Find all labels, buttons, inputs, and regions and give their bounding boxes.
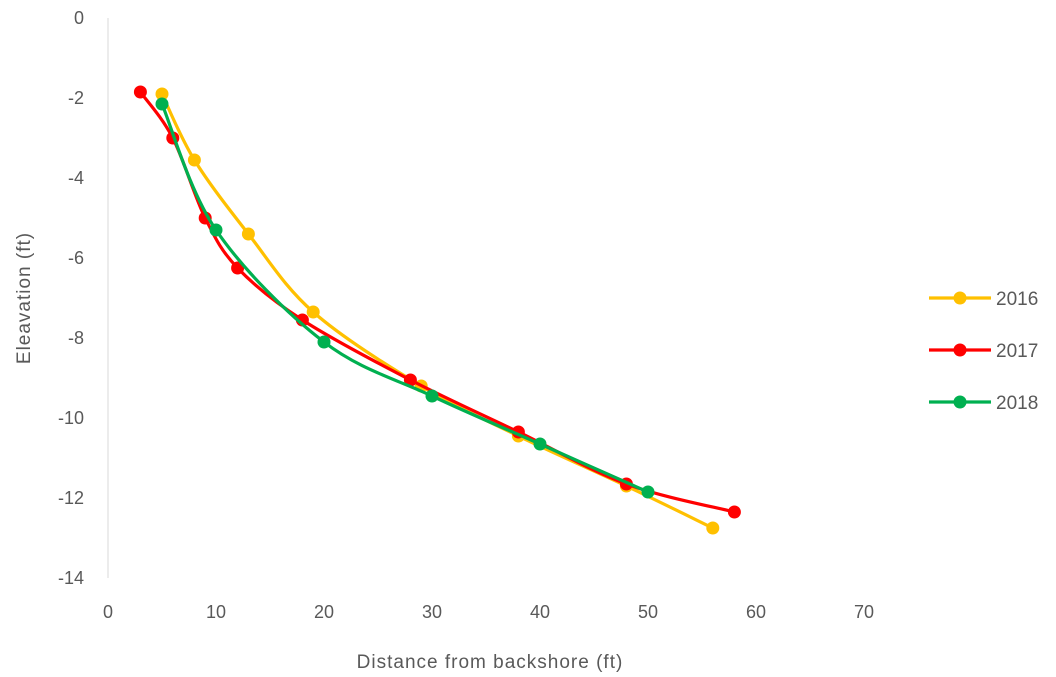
series-2017	[133, 85, 741, 519]
series-2016	[155, 87, 720, 535]
series-line-2016	[160, 92, 715, 530]
data-point-2018	[533, 437, 547, 451]
legend-item-2016: 2016	[929, 289, 1038, 310]
x-tick-label: 40	[530, 602, 550, 622]
legend-swatch-marker	[953, 395, 967, 409]
legend-swatch-marker	[953, 291, 967, 305]
data-point-2018	[155, 97, 169, 111]
series-layer	[133, 85, 741, 535]
data-point-2017	[727, 505, 741, 519]
legend-item-2017: 2017	[929, 341, 1038, 362]
x-tick-label: 30	[422, 602, 442, 622]
x-tick-label: 60	[746, 602, 766, 622]
y-tick-label: -2	[68, 88, 84, 108]
y-tick-label: -14	[58, 568, 84, 588]
data-point-2018	[317, 335, 331, 349]
y-tick-label: -4	[68, 168, 84, 188]
data-point-2016	[155, 87, 169, 101]
series-2018	[155, 97, 655, 499]
data-point-2016	[306, 305, 320, 319]
x-tick-labels: 0 10 20 30 40 50 60 70	[103, 602, 874, 622]
x-axis-title: Distance from backshore (ft)	[357, 652, 624, 673]
data-point-2017	[133, 85, 147, 99]
y-tick-label: -8	[68, 328, 84, 348]
legend-swatch-marker	[953, 343, 967, 357]
series-line-2018	[160, 102, 650, 494]
y-tick-label: -6	[68, 248, 84, 268]
data-point-2018	[425, 389, 439, 403]
data-point-2016	[241, 227, 255, 241]
x-tick-label: 10	[206, 602, 226, 622]
x-tick-label: 70	[854, 602, 874, 622]
data-point-2018	[641, 485, 655, 499]
x-tick-label: 0	[103, 602, 113, 622]
y-tick-label: -12	[58, 488, 84, 508]
legend-label: 2017	[996, 341, 1038, 362]
data-point-2018	[209, 223, 223, 237]
y-tick-labels: 0 -2 -4 -6 -8 -10 -12 -14	[58, 8, 84, 588]
data-point-2016	[187, 153, 201, 167]
x-tick-label: 50	[638, 602, 658, 622]
data-point-2017	[403, 373, 417, 387]
data-point-2016	[706, 521, 720, 535]
legend: 2016 2017 2018	[929, 289, 1038, 414]
y-tick-label: -10	[58, 408, 84, 428]
legend-label: 2018	[996, 393, 1038, 414]
series-line-2017	[138, 90, 736, 514]
y-axis-title: Eleavation (ft)	[14, 232, 35, 364]
x-tick-label: 20	[314, 602, 334, 622]
y-tick-label: 0	[74, 8, 84, 28]
legend-label: 2016	[996, 289, 1038, 310]
legend-item-2018: 2018	[929, 393, 1038, 414]
